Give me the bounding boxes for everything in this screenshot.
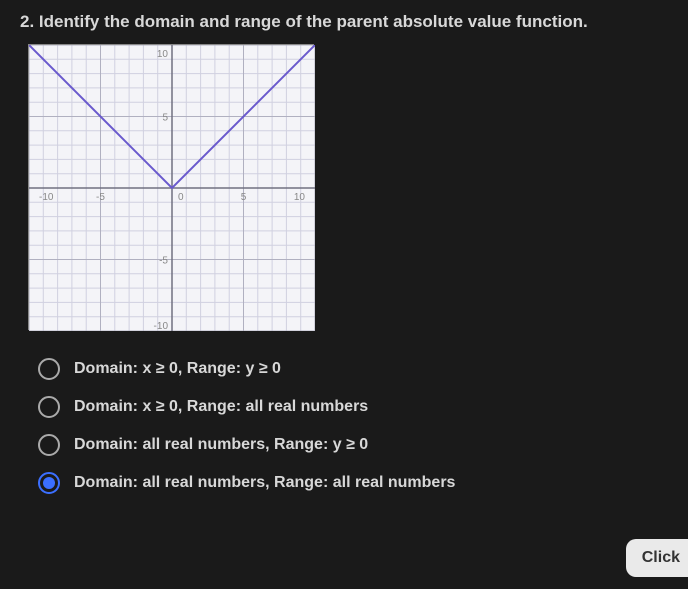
option-c[interactable]: Domain: all real numbers, Range: y ≥ 0 [38, 434, 688, 456]
option-d[interactable]: Domain: all real numbers, Range: all rea… [38, 472, 688, 494]
option-label: Domain: x ≥ 0, Range: y ≥ 0 [74, 360, 281, 378]
option-a[interactable]: Domain: x ≥ 0, Range: y ≥ 0 [38, 358, 688, 380]
radio-icon [38, 358, 60, 380]
svg-text:5: 5 [162, 113, 168, 124]
question-text: Identify the domain and range of the par… [39, 12, 588, 31]
radio-icon [38, 434, 60, 456]
svg-text:-10: -10 [154, 321, 169, 331]
svg-text:-5: -5 [96, 192, 105, 203]
answer-options: Domain: x ≥ 0, Range: y ≥ 0 Domain: x ≥ … [38, 358, 688, 494]
svg-text:-5: -5 [159, 256, 168, 267]
svg-text:10: 10 [157, 49, 169, 60]
svg-text:-10: -10 [39, 192, 54, 203]
graph-container: -10 -5 0 5 10 10 5 -5 -10 [28, 44, 314, 330]
question-number: 2. [20, 12, 34, 31]
absolute-value-graph: -10 -5 0 5 10 10 5 -5 -10 [29, 45, 315, 331]
svg-text:5: 5 [241, 192, 247, 203]
click-button-label: Click [642, 549, 680, 566]
option-label: Domain: all real numbers, Range: all rea… [74, 474, 455, 492]
svg-text:0: 0 [178, 192, 184, 203]
click-button[interactable]: Click [626, 539, 688, 577]
radio-icon [38, 472, 60, 494]
option-label: Domain: x ≥ 0, Range: all real numbers [74, 398, 368, 416]
svg-text:10: 10 [294, 192, 306, 203]
question-header: 2. Identify the domain and range of the … [0, 0, 688, 40]
radio-icon [38, 396, 60, 418]
option-b[interactable]: Domain: x ≥ 0, Range: all real numbers [38, 396, 688, 418]
option-label: Domain: all real numbers, Range: y ≥ 0 [74, 436, 368, 454]
